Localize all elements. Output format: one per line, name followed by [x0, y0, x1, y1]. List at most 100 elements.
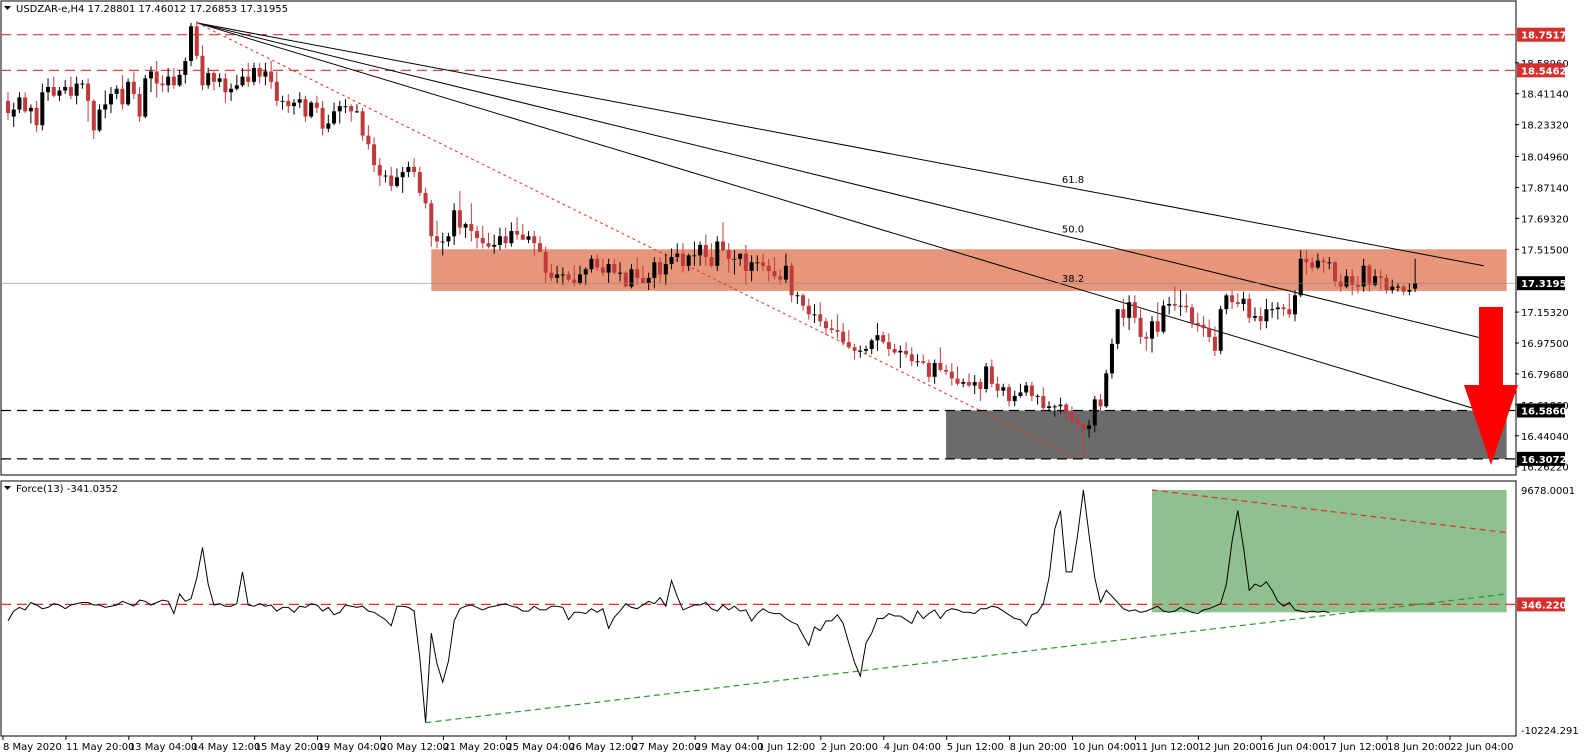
candle-body — [68, 87, 73, 96]
candle — [372, 137, 377, 173]
price-tick-label: 16.26220 — [1521, 463, 1569, 474]
candle-body — [818, 314, 823, 322]
candle-body — [1247, 298, 1252, 318]
fan-label-61.8: 61.8 — [1062, 175, 1084, 186]
candle — [623, 270, 628, 287]
candle — [1247, 293, 1252, 324]
candle — [389, 166, 394, 192]
candle-body — [200, 55, 205, 86]
candle-body — [978, 382, 983, 389]
candle-body — [778, 276, 783, 280]
candle-body — [360, 111, 365, 136]
candle-body — [1012, 395, 1017, 402]
candle-body — [177, 74, 182, 86]
candle — [206, 67, 211, 89]
candle — [280, 95, 285, 110]
candle-body — [846, 342, 851, 348]
candle-body — [292, 102, 296, 107]
candle-body — [904, 350, 909, 355]
fan-line-38.2 — [196, 22, 1484, 413]
candle-body — [343, 106, 348, 108]
candle-body — [532, 236, 537, 244]
candle — [1327, 257, 1332, 270]
candle-body — [389, 175, 394, 186]
candle-body — [823, 321, 828, 329]
candle-body — [1115, 309, 1120, 344]
candle — [938, 347, 943, 372]
candle-body — [1029, 385, 1034, 396]
candle-body — [406, 166, 411, 173]
candle — [600, 258, 605, 277]
candle-body — [46, 87, 51, 93]
force-tick-label: -10224.291 — [1521, 726, 1579, 737]
candle — [1350, 269, 1355, 296]
candle — [640, 265, 645, 284]
price-levels — [1, 34, 1515, 460]
price-tick-label: 18.41140 — [1521, 90, 1569, 101]
candle — [1304, 250, 1309, 275]
candle-body — [663, 264, 668, 275]
time-tick-label: 19 May 04:00 — [318, 742, 387, 752]
candle-body — [1098, 399, 1103, 407]
price-tick-label: 16.44040 — [1521, 432, 1569, 443]
candle — [944, 364, 949, 376]
candle-body — [1121, 309, 1126, 318]
candle-body — [669, 257, 674, 265]
candle-body — [154, 71, 159, 84]
candle — [446, 232, 451, 247]
candle — [749, 255, 754, 282]
candle — [555, 265, 560, 284]
candle-body — [1172, 303, 1177, 306]
candle — [904, 342, 909, 358]
candle — [509, 222, 514, 247]
candle — [1212, 326, 1217, 356]
time-tick-label: 16 Jun 04:00 — [1261, 742, 1325, 752]
candle-body — [938, 362, 943, 370]
candle — [251, 62, 256, 86]
candle-body — [1413, 283, 1418, 289]
candle-body — [1075, 420, 1080, 424]
candle — [1012, 390, 1017, 407]
candle-body — [6, 100, 10, 114]
candle — [463, 222, 468, 238]
candle — [612, 258, 617, 275]
candle-body — [217, 78, 222, 82]
candle — [1087, 420, 1092, 438]
price-level-tag-3: 16.30720 — [1517, 451, 1574, 466]
candle-body — [108, 93, 113, 105]
candle-body — [383, 175, 388, 177]
candle-body — [812, 314, 817, 316]
candle-body — [1310, 262, 1315, 268]
candle-body — [537, 243, 542, 252]
candle-body — [1224, 295, 1229, 310]
candle — [1024, 382, 1029, 396]
candle-body — [789, 265, 794, 296]
price-level-tag-0-bg — [1517, 27, 1565, 42]
candle-body — [881, 335, 886, 343]
price-level-tag-3-text: 16.30720 — [1521, 455, 1574, 466]
candle — [1092, 395, 1097, 433]
candle — [972, 375, 977, 395]
candle — [240, 67, 245, 88]
candle-body — [698, 244, 703, 256]
candle-body — [1155, 321, 1160, 332]
candle — [738, 253, 743, 266]
candle-body — [143, 78, 148, 117]
candle-body — [497, 236, 502, 245]
time-tick-label: 5 Jun 12:00 — [947, 742, 1004, 752]
candle — [732, 250, 737, 275]
candle-body — [589, 258, 594, 270]
candle-body — [635, 269, 640, 278]
price-tick-label: 17.69320 — [1521, 214, 1569, 225]
candle — [778, 269, 783, 285]
candle-body — [1104, 373, 1109, 407]
candle-body — [1361, 265, 1366, 287]
candle — [309, 100, 314, 119]
candle-body — [34, 107, 39, 126]
candle — [274, 71, 279, 107]
fan-line-61.8 — [196, 22, 1484, 267]
candle-body — [1350, 276, 1355, 285]
candle — [675, 243, 680, 263]
candle-body — [921, 361, 926, 363]
candle — [1081, 421, 1086, 459]
